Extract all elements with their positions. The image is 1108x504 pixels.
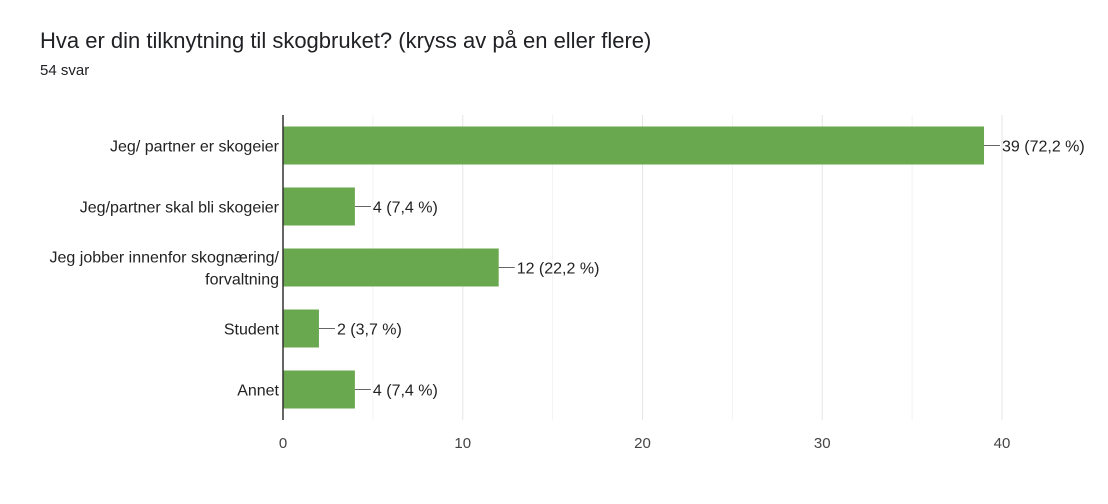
bar [283,248,499,287]
axes: 0 10 20 30 40 [279,115,1011,452]
x-tick-label: 0 [279,435,287,452]
bar [283,187,355,226]
bar [283,126,985,165]
bar [283,370,355,409]
category-label: Student [224,322,280,339]
category-label: Annet [237,383,279,400]
category-label-line: Jeg/ partner er skogeier [110,139,280,156]
category-label: Jeg/partner skal bli skogeier [80,200,280,217]
category-label: Jeg/ partner er skogeier [110,139,280,156]
x-tick-label: 10 [454,435,471,452]
category-label-line: Jeg/partner skal bli skogeier [80,200,280,217]
x-tick-label: 30 [814,435,831,452]
x-tick-label: 40 [994,435,1011,452]
response-count: 54 svar [40,62,90,79]
value-label: 39 (72,2 %) [1002,139,1085,156]
category-label-line: Annet [237,383,279,400]
bar [283,309,319,348]
value-label: 4 (7,4 %) [373,383,438,400]
category-label-line: Jeg jobber innenfor skognæring/ [50,250,280,267]
value-label: 2 (3,7 %) [337,322,402,339]
x-tick-label: 20 [634,435,651,452]
value-label: 4 (7,4 %) [373,200,438,217]
chart-title: Hva er din tilknytning til skogbruket? (… [40,28,652,53]
bars [283,126,985,409]
category-label-line: forvaltning [205,272,279,289]
value-label: 12 (22,2 %) [517,261,600,278]
category-label-line: Student [224,322,280,339]
category-label: Jeg jobber innenfor skognæring/forvaltni… [50,250,280,289]
labels: 39 (72,2 %) Jeg/ partner er skogeier 4 (7,… [50,139,1085,400]
